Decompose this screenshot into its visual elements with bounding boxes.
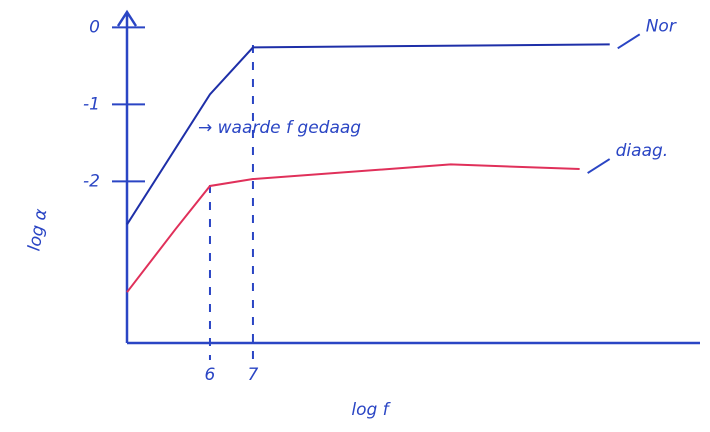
x-tick-label: 6 — [205, 365, 216, 385]
axes — [118, 12, 700, 343]
x-tick-label: 7 — [248, 365, 259, 385]
legend-label: diaag. — [616, 141, 669, 161]
legend-tick — [618, 34, 640, 48]
y-axis-label: log α — [24, 207, 51, 252]
legend-label: Nor — [646, 16, 677, 36]
line — [127, 164, 580, 292]
y-tick-label: -2 — [83, 171, 100, 191]
legend-tick — [588, 159, 610, 173]
y-tick-label: 0 — [89, 17, 100, 37]
y-tick-label: -1 — [83, 94, 100, 114]
x-axis-label: log f — [351, 400, 391, 420]
annotation: → waarde f gedaag — [198, 118, 361, 138]
chart: log f log α → waarde f gedaag 0 -1 -2 6 7 Nor… — [0, 0, 710, 432]
